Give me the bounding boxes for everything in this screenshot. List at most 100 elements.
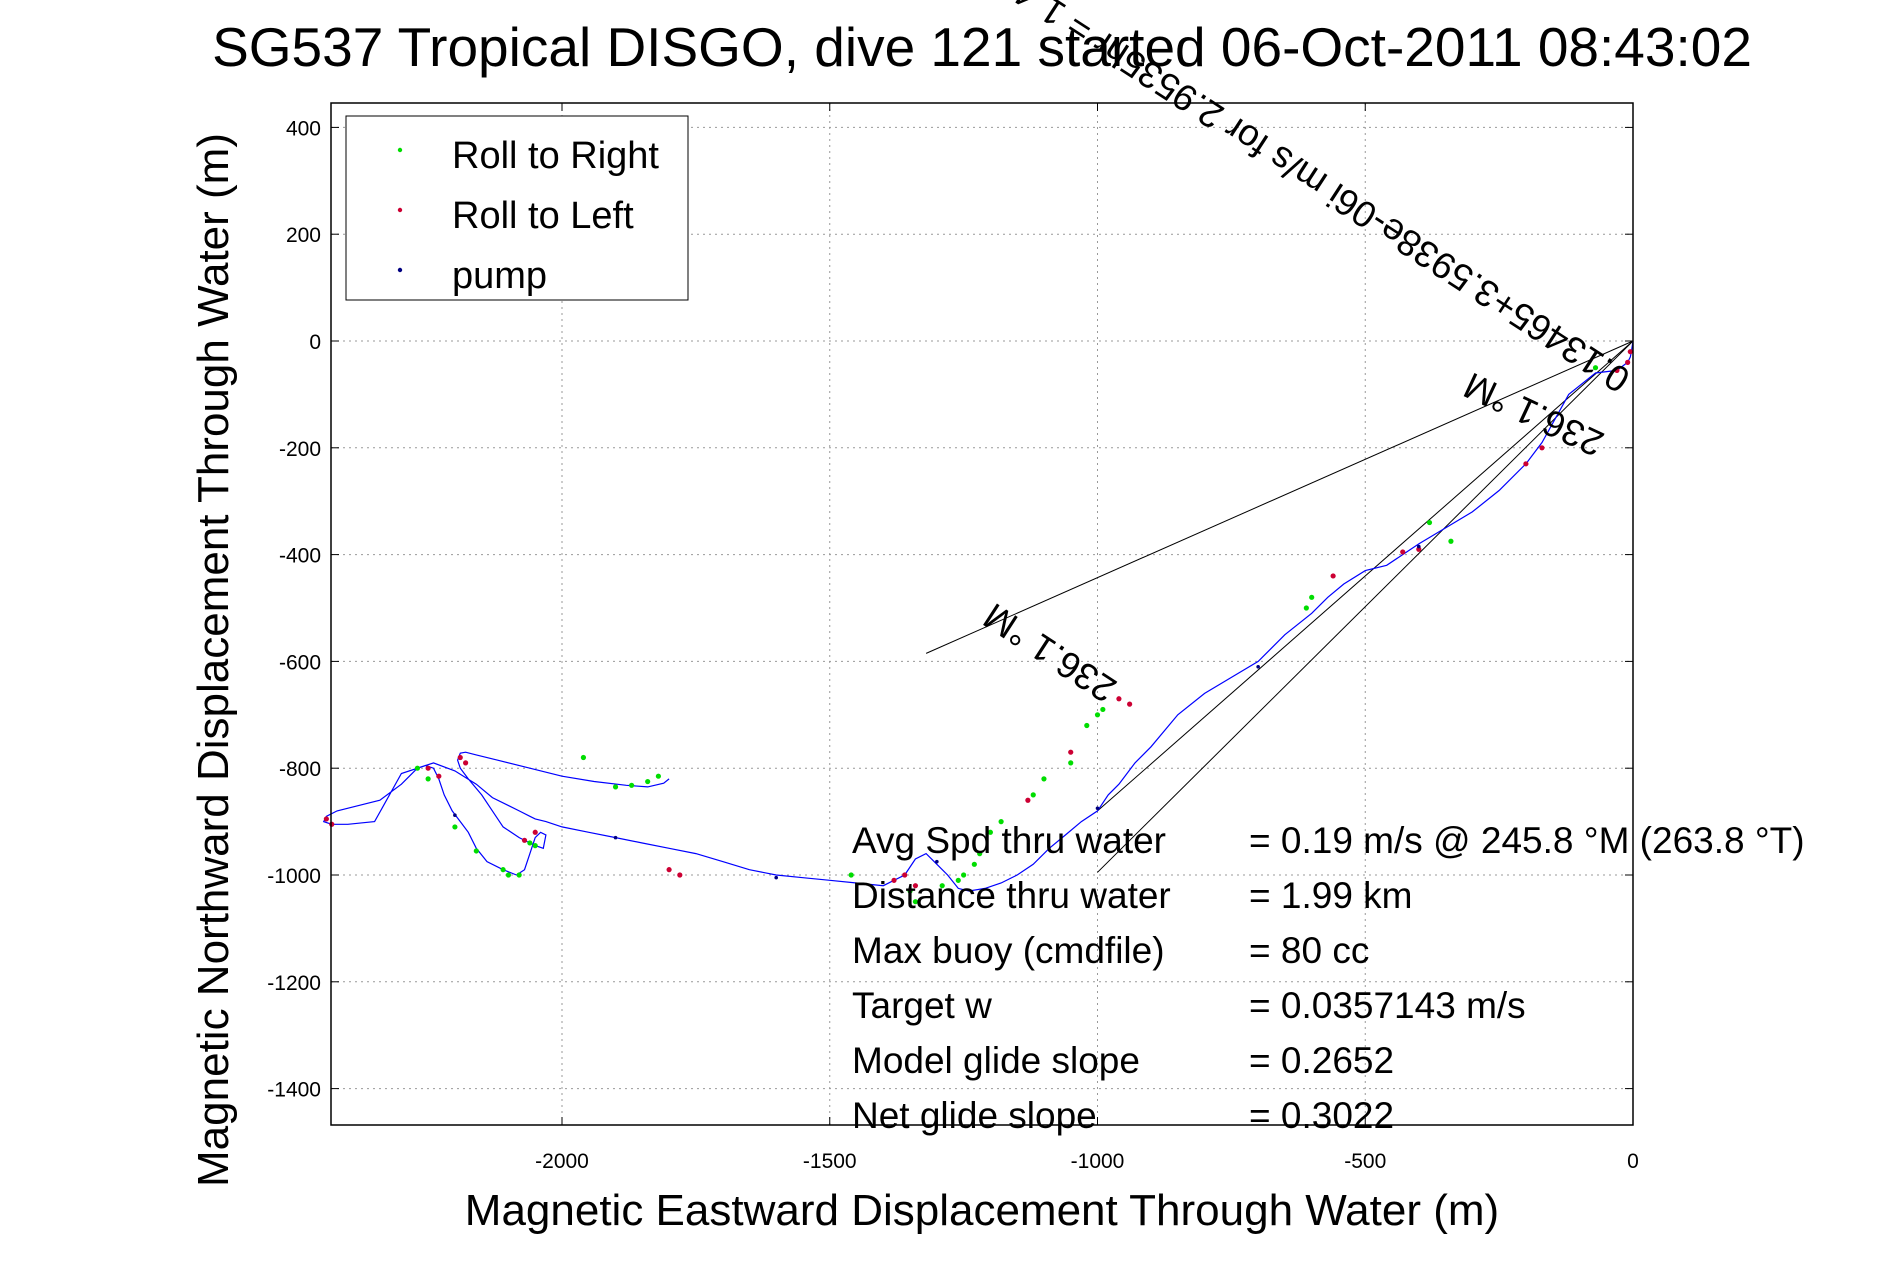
roll-left-marker xyxy=(1625,359,1631,365)
roll-left-marker xyxy=(1127,701,1133,707)
roll-left-marker xyxy=(1539,445,1545,451)
info-label: Target w xyxy=(852,985,992,1026)
roll-right-marker xyxy=(1100,706,1106,713)
y-tick-label: -400 xyxy=(279,545,321,568)
y-tick-label: -1400 xyxy=(267,1079,321,1102)
track-line xyxy=(322,340,1634,892)
roll-right-marker xyxy=(1448,538,1454,544)
roll-right-marker xyxy=(971,861,977,867)
roll-right-marker xyxy=(987,829,994,835)
roll-left-marker xyxy=(1416,546,1422,552)
info-label: Net glide slope xyxy=(852,1095,1097,1136)
roll-right-marker xyxy=(452,824,458,830)
track-path xyxy=(322,340,1634,892)
roll-left-marker xyxy=(436,773,442,779)
roll-left-marker xyxy=(521,837,528,843)
roll-right-marker xyxy=(629,782,635,788)
info-value: = 80 cc xyxy=(1249,930,1369,971)
pump-marker xyxy=(613,835,618,840)
roll-right-marker xyxy=(580,754,587,761)
roll-left-marker xyxy=(902,872,908,878)
roll-right-marker xyxy=(1041,776,1047,782)
roll-right-marker xyxy=(1068,760,1074,766)
pump-marker xyxy=(774,875,778,880)
legend: Roll to Right Roll to Left pump xyxy=(345,115,689,301)
x-tick-label: -1500 xyxy=(803,1150,857,1173)
reference-line xyxy=(925,340,1634,654)
roll-left-marker xyxy=(1025,797,1031,803)
legend-roll-left-marker xyxy=(397,207,403,213)
x-tick-label: -500 xyxy=(1344,1150,1386,1173)
roll-left-marker xyxy=(1116,696,1122,702)
roll-right-marker xyxy=(425,776,431,782)
pump-marker xyxy=(1256,664,1260,669)
legend-roll-right-marker xyxy=(397,147,403,153)
roll-right-marker xyxy=(1303,605,1309,611)
x-axis-title: Magnetic Eastward Displacement Through W… xyxy=(465,1186,1499,1235)
info-value: = 0.19 m/s @ 245.8 °M (263.8 °T) xyxy=(1249,820,1805,861)
y-tick-label: 400 xyxy=(286,117,321,140)
roll-left-marker xyxy=(1068,749,1074,755)
x-tick-label: 0 xyxy=(1627,1150,1639,1173)
roll-left-marker xyxy=(425,765,431,771)
reference-line xyxy=(1097,340,1634,873)
info-label: Max buoy (cmdfile) xyxy=(852,930,1165,971)
roll-right-marker xyxy=(1030,792,1036,798)
roll-right-marker xyxy=(907,888,913,894)
roll-left-marker xyxy=(463,760,469,766)
plot-frame xyxy=(330,102,1634,1126)
roll-right-marker xyxy=(532,843,538,849)
y-tick-label: 0 xyxy=(309,331,321,354)
roll-left-marker xyxy=(1523,461,1529,467)
roll-right-marker xyxy=(1426,519,1433,526)
y-tick-label: -200 xyxy=(279,438,321,461)
y-tick-label: 200 xyxy=(286,224,321,247)
legend-box xyxy=(345,115,689,301)
roll-right-marker xyxy=(1592,365,1599,371)
x-tick-label: -1000 xyxy=(1071,1150,1125,1173)
roll-right-marker xyxy=(505,872,512,878)
y-axis-title: Magnetic Northward Displacement Through … xyxy=(189,133,238,1187)
x-tick-label: -2000 xyxy=(535,1150,589,1173)
data-markers xyxy=(323,349,1633,905)
roll-right-marker xyxy=(414,765,421,771)
roll-left-marker xyxy=(1400,549,1406,555)
info-value: = 0.2652 xyxy=(1249,1040,1394,1081)
y-tick-label: -800 xyxy=(279,758,321,781)
legend-roll-right-label: Roll to Right xyxy=(452,135,659,177)
roll-right-marker xyxy=(939,883,945,889)
roll-left-marker xyxy=(457,754,463,761)
y-ticks: 400 200 0 -200 -400 -600 -800 -1000 -1200 -1400 xyxy=(267,117,1633,1102)
roll-left-marker xyxy=(1614,367,1620,373)
legend-pump-label: pump xyxy=(452,255,547,297)
legend-pump-marker xyxy=(397,267,403,273)
info-label: Avg Spd thru water xyxy=(852,820,1166,861)
roll-left-marker xyxy=(532,829,538,835)
roll-right-marker xyxy=(612,784,619,790)
reference-line xyxy=(1097,340,1634,812)
chart-title: SG537 Tropical DISGO, dive 121 started 0… xyxy=(212,16,1752,78)
roll-left-marker xyxy=(891,877,897,883)
info-value: = 1.99 km xyxy=(1249,875,1413,916)
roll-right-marker xyxy=(848,872,854,878)
roll-right-marker xyxy=(655,773,661,779)
pump-marker xyxy=(935,859,939,864)
roll-right-marker xyxy=(500,867,506,873)
roll-left-marker xyxy=(323,816,329,822)
pump-marker xyxy=(1095,806,1100,811)
info-block: Avg Spd thru water = 0.19 m/s @ 245.8 °M … xyxy=(852,820,1805,1136)
roll-left-marker xyxy=(677,872,683,878)
x-ticks: -2000 -1500 -1000 -500 0 xyxy=(535,103,1639,1173)
roll-right-marker xyxy=(1084,722,1090,729)
info-value: = 0.0357143 m/s xyxy=(1249,985,1526,1026)
roll-right-marker xyxy=(516,872,522,878)
info-label: Model glide slope xyxy=(852,1040,1140,1081)
roll-right-marker xyxy=(977,851,983,857)
roll-left-marker xyxy=(1627,349,1633,355)
reference-lines xyxy=(925,340,1634,873)
roll-right-marker xyxy=(645,778,651,785)
y-tick-label: -600 xyxy=(279,651,321,674)
roll-right-marker xyxy=(912,899,919,905)
y-tick-label: -1000 xyxy=(267,865,321,888)
